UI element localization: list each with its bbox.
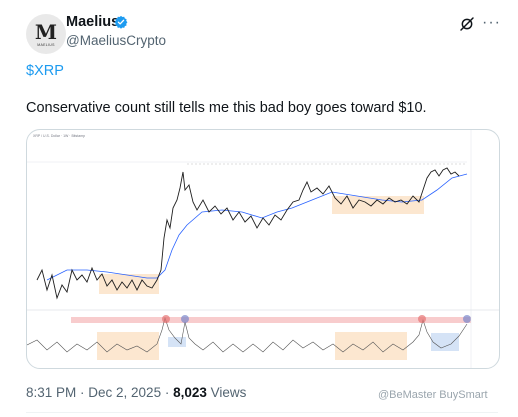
osc-zone-blue-2 bbox=[431, 333, 459, 351]
timestamp[interactable]: 8:31 PM · Dec 2, 2025 · bbox=[26, 385, 174, 400]
author-handle[interactable]: @MaeliusCrypto bbox=[66, 33, 166, 48]
overbought-band bbox=[71, 317, 471, 323]
osc-zone-orange-2 bbox=[335, 332, 407, 360]
osc-peak-marker-2 bbox=[181, 315, 189, 323]
tweet-footer: 8:31 PM · Dec 2, 2025 · 8,023 Views bbox=[26, 385, 246, 400]
avatar[interactable]: M MAELIUS bbox=[26, 14, 66, 54]
osc-zone-orange-1 bbox=[97, 332, 159, 360]
views-label: Views bbox=[206, 385, 247, 400]
chart-drawing bbox=[27, 130, 499, 368]
tweet-text: Conservative count still tells me this b… bbox=[26, 100, 427, 116]
osc-peak-marker-3 bbox=[418, 315, 426, 323]
accumulation-zone-2 bbox=[332, 196, 424, 214]
osc-zone-blue-1 bbox=[168, 337, 186, 347]
chart-image[interactable]: XRP / U.S. Dollar · 1W · Bitstamp bbox=[26, 129, 500, 369]
osc-peak-marker-1 bbox=[162, 315, 170, 323]
price-line bbox=[36, 167, 460, 300]
grok-icon[interactable] bbox=[459, 16, 475, 32]
more-options-icon[interactable]: ··· bbox=[482, 14, 501, 31]
avatar-logo-subtext: MAELIUS bbox=[37, 43, 55, 47]
osc-peak-marker-4 bbox=[463, 315, 471, 323]
views-count: 8,023 bbox=[173, 385, 207, 400]
author-name[interactable]: Maelius bbox=[66, 14, 120, 30]
oscillator-line bbox=[27, 316, 468, 353]
moving-average-line bbox=[46, 173, 468, 281]
avatar-logo-letter: M bbox=[34, 20, 58, 44]
divider bbox=[26, 412, 498, 413]
cashtag-link[interactable]: $XRP bbox=[26, 63, 64, 79]
verified-badge-icon bbox=[114, 15, 128, 29]
chart-header: XRP / U.S. Dollar · 1W · Bitstamp bbox=[33, 134, 86, 138]
watermark: @BeMaster BuySmart bbox=[378, 389, 488, 401]
